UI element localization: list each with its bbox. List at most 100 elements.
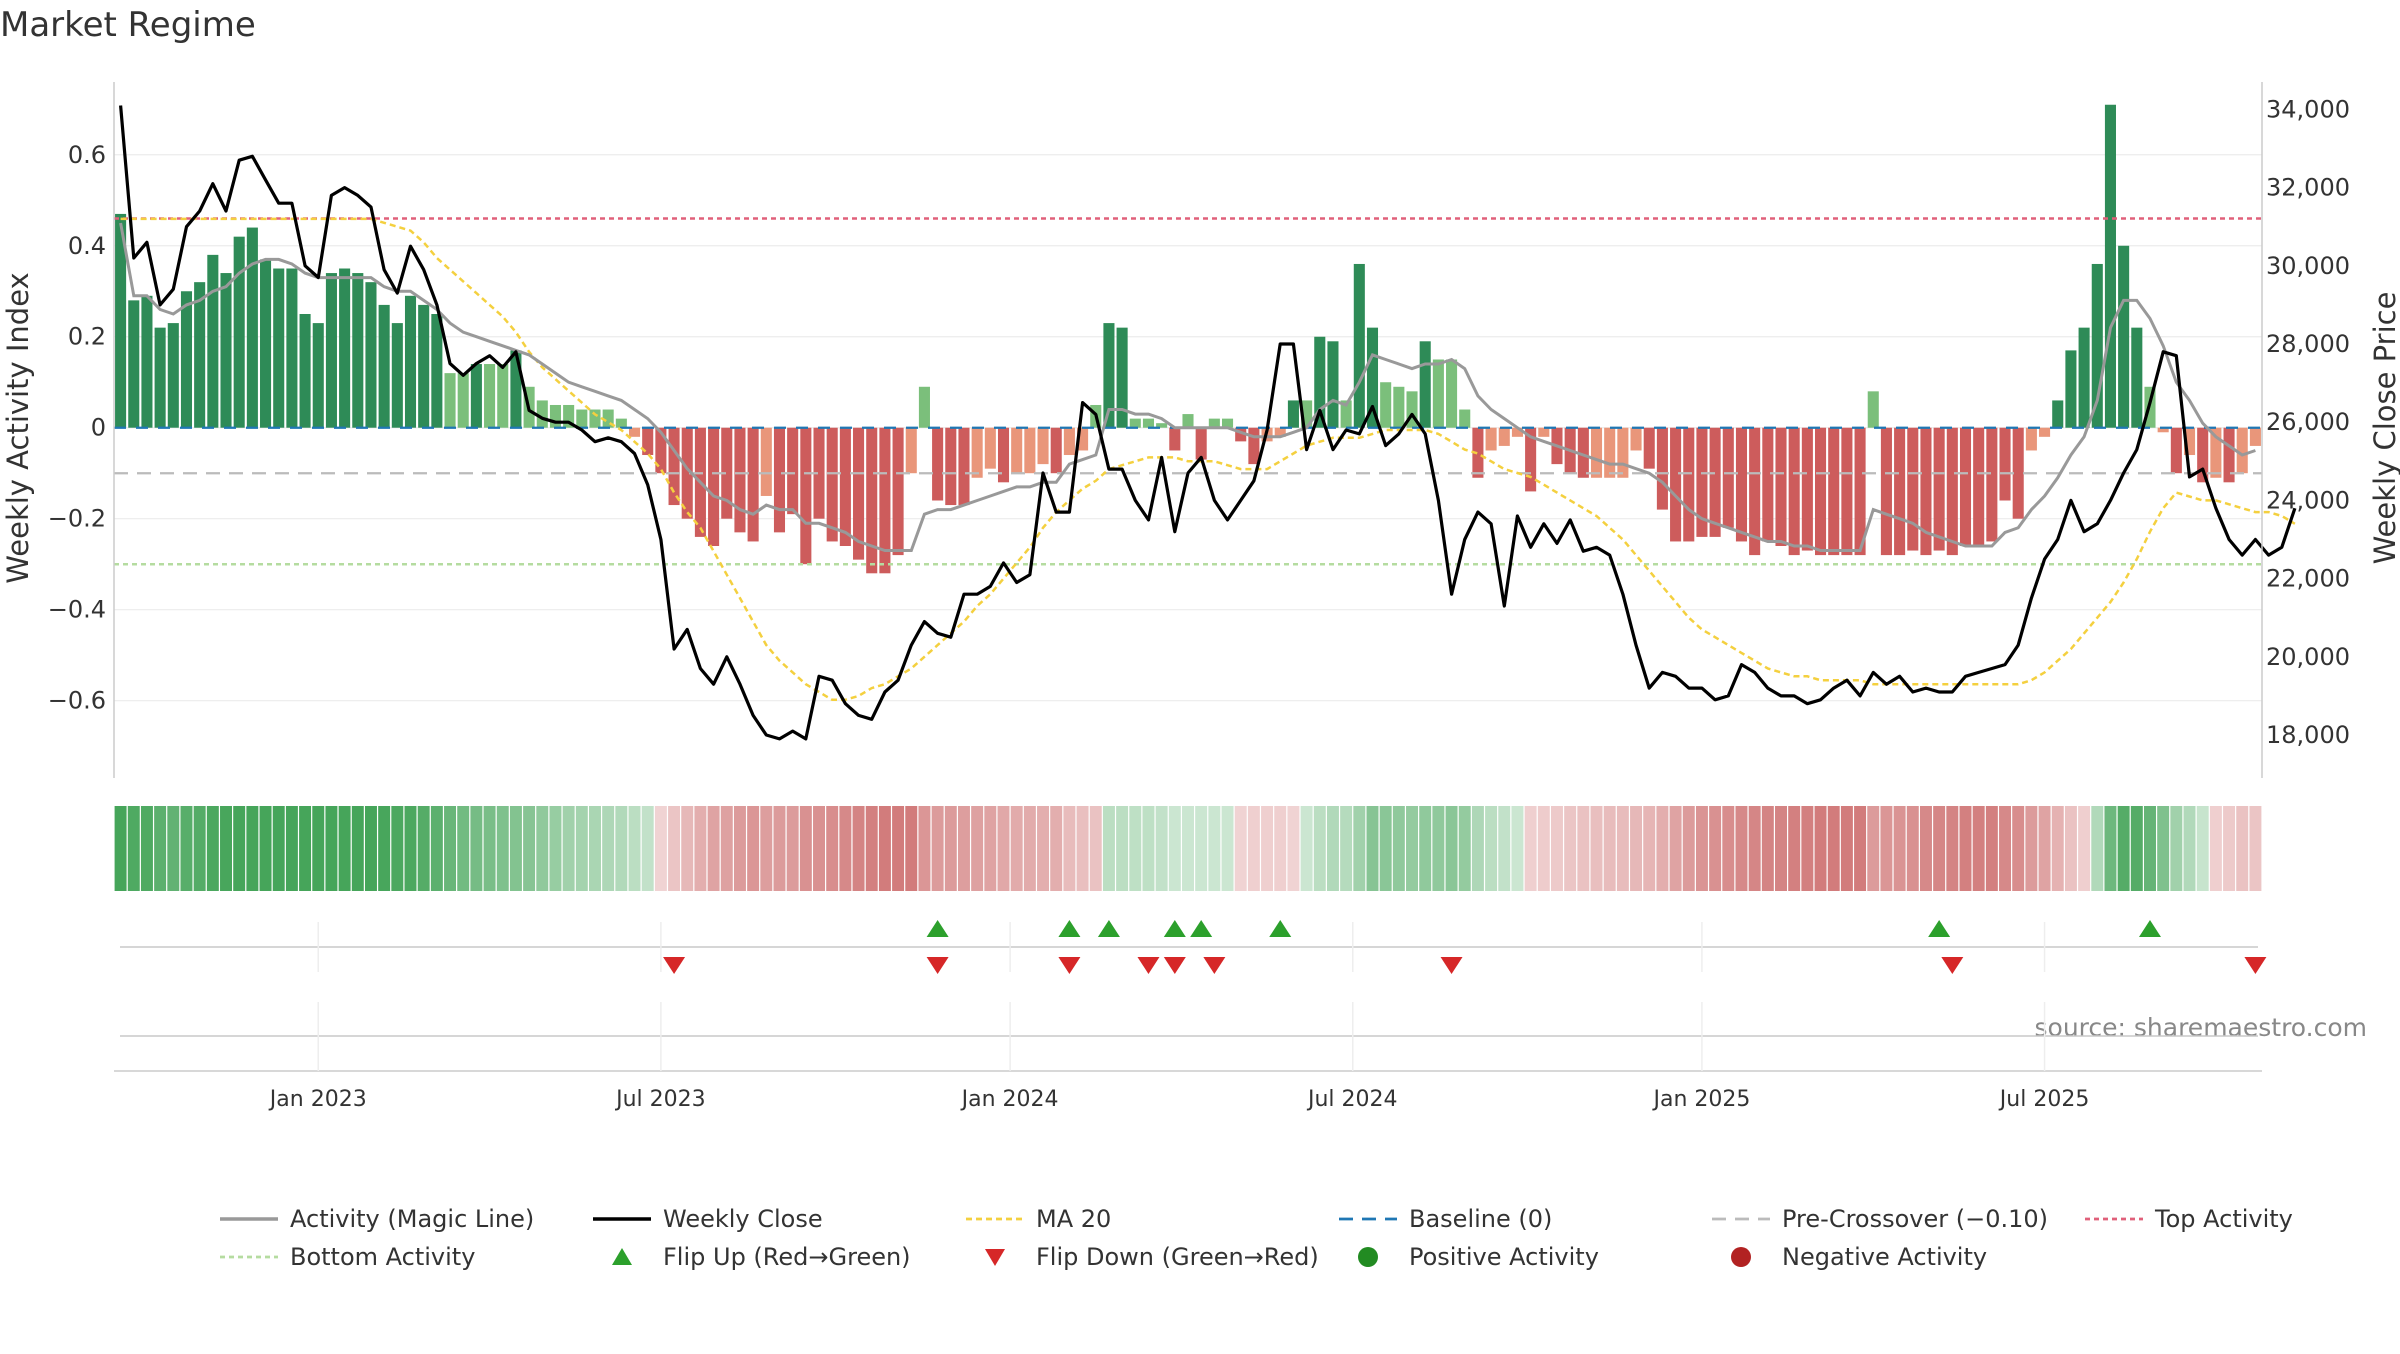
regime-cell-22	[404, 806, 417, 891]
regime-cell-109	[1550, 806, 1563, 891]
regime-cell-7	[206, 806, 219, 891]
regime-cell-36	[589, 806, 601, 891]
regime-cell-144	[2012, 806, 2025, 891]
regime-cell-145	[2025, 806, 2038, 891]
activity-bar-28	[484, 364, 496, 428]
activity-bar-6	[194, 282, 206, 428]
regime-cell-121	[1709, 806, 1722, 891]
regime-cell-57	[865, 806, 878, 891]
bottom-panel	[114, 1002, 2262, 1072]
activity-bar-125	[1762, 427, 1774, 542]
activity-bar-26	[457, 373, 469, 428]
regime-cell-160	[2223, 806, 2236, 891]
activity-bar-117	[1656, 427, 1668, 510]
y-left-tick-3: 0	[91, 414, 106, 442]
legend-item-precross: Pre-Crossover (−0.10)	[1712, 1205, 2048, 1233]
regime-cell-32	[536, 806, 549, 891]
activity-bar-90	[1301, 400, 1313, 428]
legend-item-ma20: MA 20	[966, 1205, 1111, 1233]
activity-bar-145	[2025, 427, 2037, 451]
regime-cell-124	[1748, 806, 1761, 891]
activity-bar-107	[1525, 427, 1537, 492]
activity-bar-32	[536, 400, 548, 428]
flip-up-marker-1	[1058, 920, 1081, 937]
regime-cell-3	[154, 806, 167, 891]
activity-bar-113	[1604, 427, 1616, 478]
activity-bar-0	[115, 213, 127, 428]
regime-cell-6	[193, 806, 206, 891]
regime-cell-131	[1840, 806, 1853, 891]
regime-cell-127	[1788, 806, 1801, 891]
activity-bar-116	[1643, 427, 1655, 469]
regime-cell-49	[760, 806, 773, 891]
regime-cell-10	[246, 806, 259, 891]
activity-bar-138	[1933, 427, 1945, 551]
activity-bar-157	[2183, 427, 2196, 456]
activity-bar-96	[1380, 382, 1392, 428]
regime-cell-92	[1326, 806, 1339, 891]
activity-bar-71	[1050, 427, 1062, 474]
regime-cell-99	[1419, 806, 1432, 891]
regime-cell-0	[114, 806, 127, 891]
activity-bar-156	[2170, 427, 2182, 474]
legend-label-close: Weekly Close	[663, 1205, 823, 1233]
regime-cell-118	[1669, 806, 1682, 891]
regime-cell-81	[1182, 806, 1194, 891]
regime-cell-111	[1577, 806, 1590, 891]
flip-down-marker-4	[1163, 957, 1186, 974]
activity-bar-102	[1459, 409, 1471, 428]
activity-bar-106	[1511, 427, 1523, 437]
regime-cell-87	[1261, 806, 1274, 891]
y-right-tick-2: 30,000	[2266, 252, 2350, 280]
regime-cell-140	[1959, 806, 1972, 891]
activity-bar-35	[576, 409, 588, 428]
legend-label-negact: Negative Activity	[1782, 1243, 1987, 1271]
activity-bar-34	[563, 404, 575, 428]
activity-bar-13	[286, 268, 298, 428]
regime-cell-15	[312, 806, 325, 891]
regime-cell-9	[233, 806, 246, 891]
flip-down-marker-5	[1203, 957, 1226, 974]
regime-cell-69	[1023, 806, 1036, 891]
activity-bar-97	[1393, 386, 1405, 428]
regime-cell-29	[496, 806, 509, 891]
activity-bar-25	[444, 373, 456, 428]
regime-cell-117	[1656, 806, 1669, 891]
regime-cell-64	[957, 806, 970, 891]
regime-cell-26	[457, 806, 470, 891]
regime-cell-47	[733, 806, 746, 891]
regime-cell-1	[127, 806, 140, 891]
x-tick-label-4: Jan 2025	[1651, 1087, 1750, 1112]
y-right-tick-4: 26,000	[2266, 408, 2350, 436]
activity-bar-88	[1274, 427, 1286, 437]
regime-cell-53	[813, 806, 826, 891]
regime-cell-19	[364, 806, 377, 891]
regime-cell-94	[1353, 806, 1366, 891]
activity-bar-27	[470, 364, 482, 428]
regime-cell-34	[562, 806, 575, 891]
regime-cell-102	[1458, 806, 1471, 891]
regime-cell-51	[786, 806, 799, 891]
regime-cell-18	[351, 806, 364, 891]
activity-bar-108	[1538, 427, 1550, 437]
flip-up-marker-6	[1928, 920, 1951, 937]
regime-cell-16	[325, 806, 338, 891]
regime-cell-59	[892, 806, 905, 891]
activity-bar-137	[1920, 427, 1932, 556]
regime-cell-37	[602, 806, 615, 891]
activity-bar-120	[1696, 427, 1708, 537]
flip-up-marker-2	[1097, 920, 1120, 937]
regime-strip	[114, 806, 2262, 891]
activity-bar-91	[1314, 336, 1326, 428]
regime-cell-138	[1933, 806, 1946, 891]
activity-bar-99	[1419, 341, 1431, 428]
regime-cell-21	[391, 806, 404, 891]
regime-cell-74	[1089, 806, 1102, 891]
regime-cell-75	[1102, 806, 1115, 891]
y-right-tick-7: 20,000	[2266, 643, 2350, 671]
regime-cell-130	[1827, 806, 1840, 891]
activity-bar-89	[1287, 400, 1299, 428]
activity-bar-19	[365, 282, 377, 428]
activity-bar-149	[2078, 327, 2090, 428]
